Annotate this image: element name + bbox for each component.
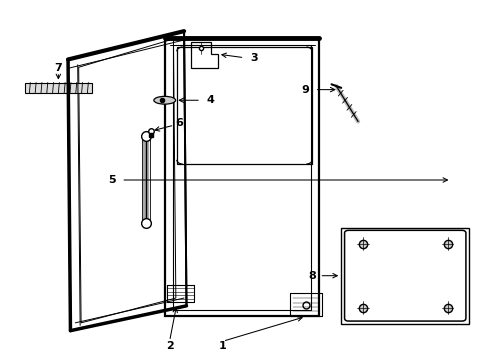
Text: 1: 1 bbox=[219, 341, 226, 351]
Ellipse shape bbox=[154, 96, 175, 104]
Text: 5: 5 bbox=[107, 175, 115, 185]
Text: 2: 2 bbox=[165, 341, 173, 351]
Text: 4: 4 bbox=[206, 95, 214, 105]
Text: 3: 3 bbox=[250, 53, 258, 63]
Text: 6: 6 bbox=[175, 118, 183, 128]
Text: 9: 9 bbox=[301, 85, 308, 95]
Polygon shape bbox=[24, 82, 92, 93]
Text: 7: 7 bbox=[54, 63, 62, 73]
Bar bbox=[341, 228, 468, 324]
Text: 8: 8 bbox=[307, 271, 315, 281]
